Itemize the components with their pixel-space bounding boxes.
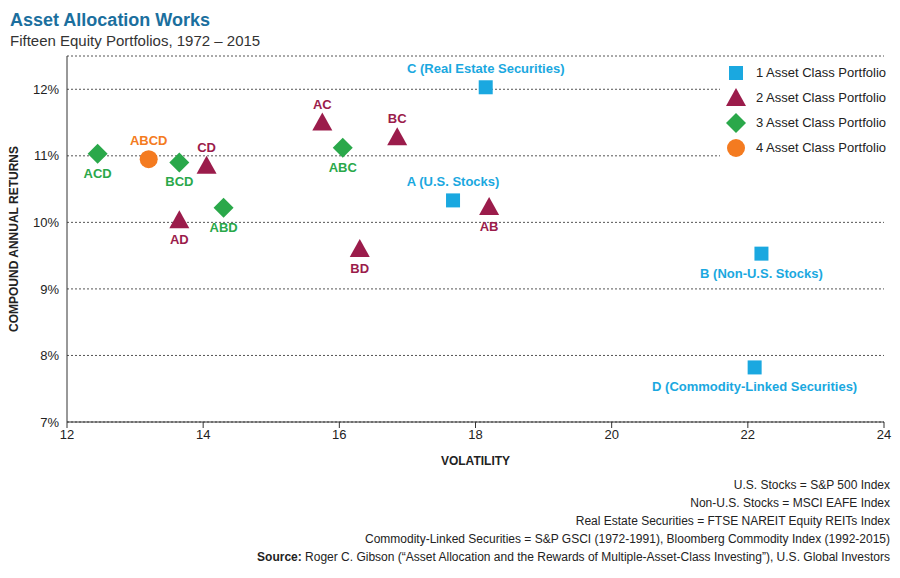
svg-text:11%: 11% — [34, 148, 59, 163]
svg-text:14: 14 — [196, 427, 210, 442]
svg-text:AD: AD — [170, 232, 189, 247]
svg-text:24: 24 — [877, 427, 891, 442]
svg-text:12: 12 — [60, 427, 74, 442]
svg-text:10%: 10% — [33, 215, 59, 230]
svg-text:BCD: BCD — [165, 174, 193, 189]
svg-text:7%: 7% — [40, 415, 59, 430]
svg-text:ABC: ABC — [329, 160, 358, 175]
html-text:3 Asset Class Portfolio: 3 Asset Class Portfolio — [755, 115, 886, 130]
svg-text:22: 22 — [741, 427, 755, 442]
svg-text:18: 18 — [468, 427, 482, 442]
html-text:Real Estate Securities = FTSE: Real Estate Securities = FTSE NAREIT Equ… — [575, 514, 890, 528]
svg-text:COMPOUND ANNUAL RETURNS: COMPOUND ANNUAL RETURNS — [8, 146, 21, 332]
html-text:4 Asset Class Portfolio: 4 Asset Class Portfolio — [755, 140, 886, 155]
svg-text:8%: 8% — [40, 348, 59, 363]
svg-text:16: 16 — [332, 427, 346, 442]
svg-text:A (U.S. Stocks): A (U.S. Stocks) — [407, 174, 500, 189]
html-text:Non-U.S. Stocks = MSCI EAFE In: Non-U.S. Stocks = MSCI EAFE Index — [690, 496, 890, 510]
html-text:Fifteen Equity Portfolios, 197: Fifteen Equity Portfolios, 1972 – 2015 — [10, 32, 261, 49]
svg-text:ABCD: ABCD — [130, 133, 168, 148]
svg-text:AB: AB — [480, 219, 499, 234]
svg-text:AC: AC — [313, 97, 332, 112]
svg-text:BD: BD — [350, 261, 369, 276]
html-text:1 Asset Class Portfolio: 1 Asset Class Portfolio — [755, 65, 886, 80]
svg-text:VOLATILITY: VOLATILITY — [441, 454, 510, 467]
svg-text:ACD: ACD — [84, 166, 112, 181]
svg-text:D (Commodity-Linked Securities: D (Commodity-Linked Securities) — [652, 379, 857, 394]
svg-text:C (Real Estate Securities): C (Real Estate Securities) — [407, 61, 565, 76]
html-text:Source: Roger C. Gibson (“Asse: Source: Roger C. Gibson (“Asset Allocati… — [257, 550, 890, 564]
svg-text:12%: 12% — [33, 82, 59, 97]
svg-text:CD: CD — [197, 140, 216, 155]
html-text:U.S. Stocks = S&P 500 Index: U.S. Stocks = S&P 500 Index — [733, 478, 890, 492]
svg-text:20: 20 — [604, 427, 618, 442]
svg-text:B (Non-U.S. Stocks): B (Non-U.S. Stocks) — [700, 266, 823, 281]
svg-text:BC: BC — [388, 111, 407, 126]
html-text:2 Asset Class Portfolio: 2 Asset Class Portfolio — [755, 90, 886, 105]
html-text:Commodity-Linked Securities =: Commodity-Linked Securities = S&P GSCI (… — [365, 532, 890, 546]
html-text:Asset Allocation Works: Asset Allocation Works — [10, 10, 211, 30]
svg-text:ABD: ABD — [210, 220, 238, 235]
svg-text:9%: 9% — [40, 282, 59, 297]
